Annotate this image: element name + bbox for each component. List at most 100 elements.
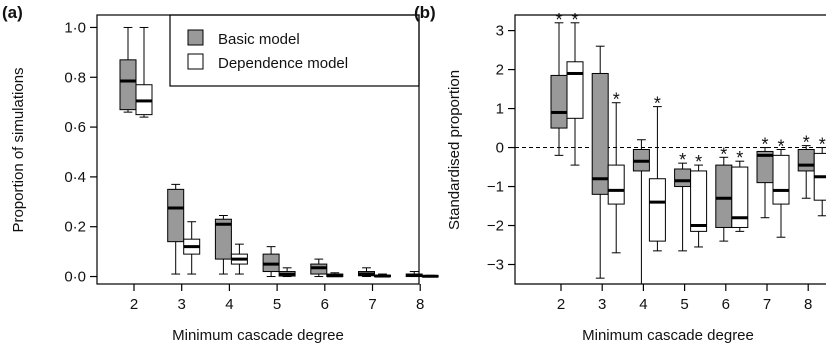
- box-iqr: [648, 178, 666, 242]
- y-tick-label-5: 1·0: [64, 19, 86, 36]
- legend-label-dependence-model: Dependence model: [218, 55, 348, 72]
- panel-b-label: (b): [414, 3, 436, 22]
- box-iqr: [715, 164, 733, 228]
- x-tick-label-2: 2: [130, 296, 138, 313]
- box-dependence-model-3: [183, 221, 201, 275]
- panel-b-y-axis: −3 −2 −1 0 1 2 3: [487, 23, 515, 274]
- x-tick-label-6: 6: [722, 296, 730, 313]
- y-tick-label-6: 3: [496, 23, 504, 40]
- y-tick-label-1: −2: [487, 218, 504, 235]
- significance-marker: *: [695, 152, 702, 172]
- box-dependence-model-7: [374, 273, 391, 278]
- legend: Basic model Dependence model: [169, 14, 420, 87]
- panel-b-plot-frame: [514, 14, 826, 285]
- x-tick-label-8: 8: [416, 296, 424, 313]
- box-dependence-model-8: *: [813, 135, 826, 217]
- x-tick-label-4: 4: [225, 296, 233, 313]
- x-tick-label-7: 7: [763, 296, 771, 313]
- box-basic-model-4: [214, 215, 232, 275]
- panel-b-y-axis-title: Standardised proportion: [446, 70, 463, 230]
- legend-frame: [169, 14, 420, 87]
- legend-swatch-basic-model: [187, 29, 204, 46]
- significance-marker: *: [803, 133, 810, 153]
- box-basic-model-2: *: [550, 10, 568, 156]
- box-dependence-model-2: [135, 26, 153, 118]
- y-tick-label-4: 1: [496, 101, 504, 118]
- box-basic-model-7: *: [756, 135, 774, 219]
- y-tick-label-3: 0·6: [64, 119, 86, 136]
- box-dependence-model-3: *: [607, 90, 625, 254]
- box-iqr: [167, 188, 185, 243]
- y-tick-label-0: −3: [487, 257, 504, 274]
- y-tick-label-3: 0: [496, 140, 504, 157]
- box-dependence-model-6: *: [731, 148, 749, 232]
- box-basic-model-5: *: [674, 150, 692, 252]
- panel-b-x-axis-title: Minimum cascade degree: [582, 327, 754, 344]
- box-dependence-model-5: [278, 267, 296, 278]
- box-iqr: [690, 170, 708, 232]
- x-tick-label-8: 8: [804, 296, 812, 313]
- box-dependence-model-7: *: [772, 137, 790, 238]
- box-basic-model-2: [119, 26, 137, 113]
- box-iqr: [607, 164, 625, 205]
- box-dependence-model-4: [230, 243, 248, 275]
- panel-b-x-axis: 2 3 4 5 6 7 8: [557, 284, 812, 313]
- x-tick-label-7: 7: [368, 296, 376, 313]
- significance-marker: *: [736, 148, 743, 168]
- significance-marker: *: [555, 10, 562, 30]
- significance-marker: *: [613, 90, 620, 110]
- panel-a-y-axis: 0·0 0·2 0·4 0·6 0·8 1·0: [64, 19, 97, 286]
- box-dependence-model-2: *: [566, 10, 584, 166]
- panel-b-marks: * * * * * * * * * * * *: [550, 10, 826, 285]
- box-dependence-model-6: [326, 272, 344, 278]
- panel-a-y-axis-title: Proportion of simulations: [10, 67, 27, 232]
- panel-a-x-axis-title: Minimum cascade degree: [172, 327, 344, 344]
- panel-b: (b) * * * * * * * * * * * * −3 −2 −1 0 1 2 3 2 3 4 5 6 7 8 Mini…: [414, 3, 826, 344]
- y-tick-label-4: 0·8: [64, 69, 86, 86]
- x-tick-label-5: 5: [273, 296, 281, 313]
- x-tick-label-3: 3: [598, 296, 606, 313]
- box-iqr: [591, 72, 609, 195]
- box-iqr: [550, 74, 568, 129]
- y-tick-label-1: 0·2: [64, 219, 86, 236]
- box-iqr: [566, 61, 584, 119]
- box-basic-model-6: *: [715, 144, 733, 242]
- box-dependence-model-5: *: [690, 152, 708, 248]
- significance-marker: *: [679, 150, 686, 170]
- panel-a: (a) 0·0 0·2 0·4 0·6 0·8 1·0 2 3 4 5 6 7 8 Minimum c…: [2, 3, 439, 344]
- y-tick-label-2: −1: [487, 179, 504, 196]
- box-dependence-model-4: *: [648, 94, 666, 252]
- box-basic-model-5: [262, 246, 280, 278]
- x-tick-label-2: 2: [557, 296, 565, 313]
- box-basic-model-3: [591, 45, 609, 279]
- significance-marker: *: [761, 135, 768, 155]
- box-basic-model-7: [358, 267, 375, 278]
- x-tick-label-4: 4: [639, 296, 647, 313]
- box-basic-model-8: *: [797, 133, 815, 199]
- box-basic-model-4: [632, 139, 650, 285]
- panel-a-marks: [119, 26, 439, 278]
- box-basic-model-6: [310, 258, 328, 278]
- significance-marker: *: [819, 135, 826, 155]
- box-iqr: [214, 218, 232, 260]
- x-tick-label-5: 5: [680, 296, 688, 313]
- panel-a-x-axis: 2 3 4 5 6 7 8: [130, 284, 424, 313]
- box-iqr: [731, 166, 749, 228]
- box-iqr: [119, 59, 137, 111]
- y-tick-label-0: 0·0: [64, 269, 86, 286]
- legend-swatch-dependence-model: [187, 53, 204, 70]
- box-iqr: [797, 149, 815, 172]
- box-iqr: [674, 168, 692, 188]
- box-iqr: [772, 154, 790, 205]
- y-tick-label-5: 2: [496, 62, 504, 79]
- legend-label-basic-model: Basic model: [218, 31, 300, 48]
- significance-marker: *: [571, 10, 578, 30]
- box-basic-model-3: [167, 183, 185, 275]
- panel-a-label: (a): [2, 3, 23, 22]
- box-basic-model-8: [405, 271, 423, 278]
- significance-marker: *: [777, 137, 784, 157]
- x-tick-label-6: 6: [321, 296, 329, 313]
- significance-marker: *: [720, 144, 727, 164]
- significance-marker: *: [654, 94, 661, 114]
